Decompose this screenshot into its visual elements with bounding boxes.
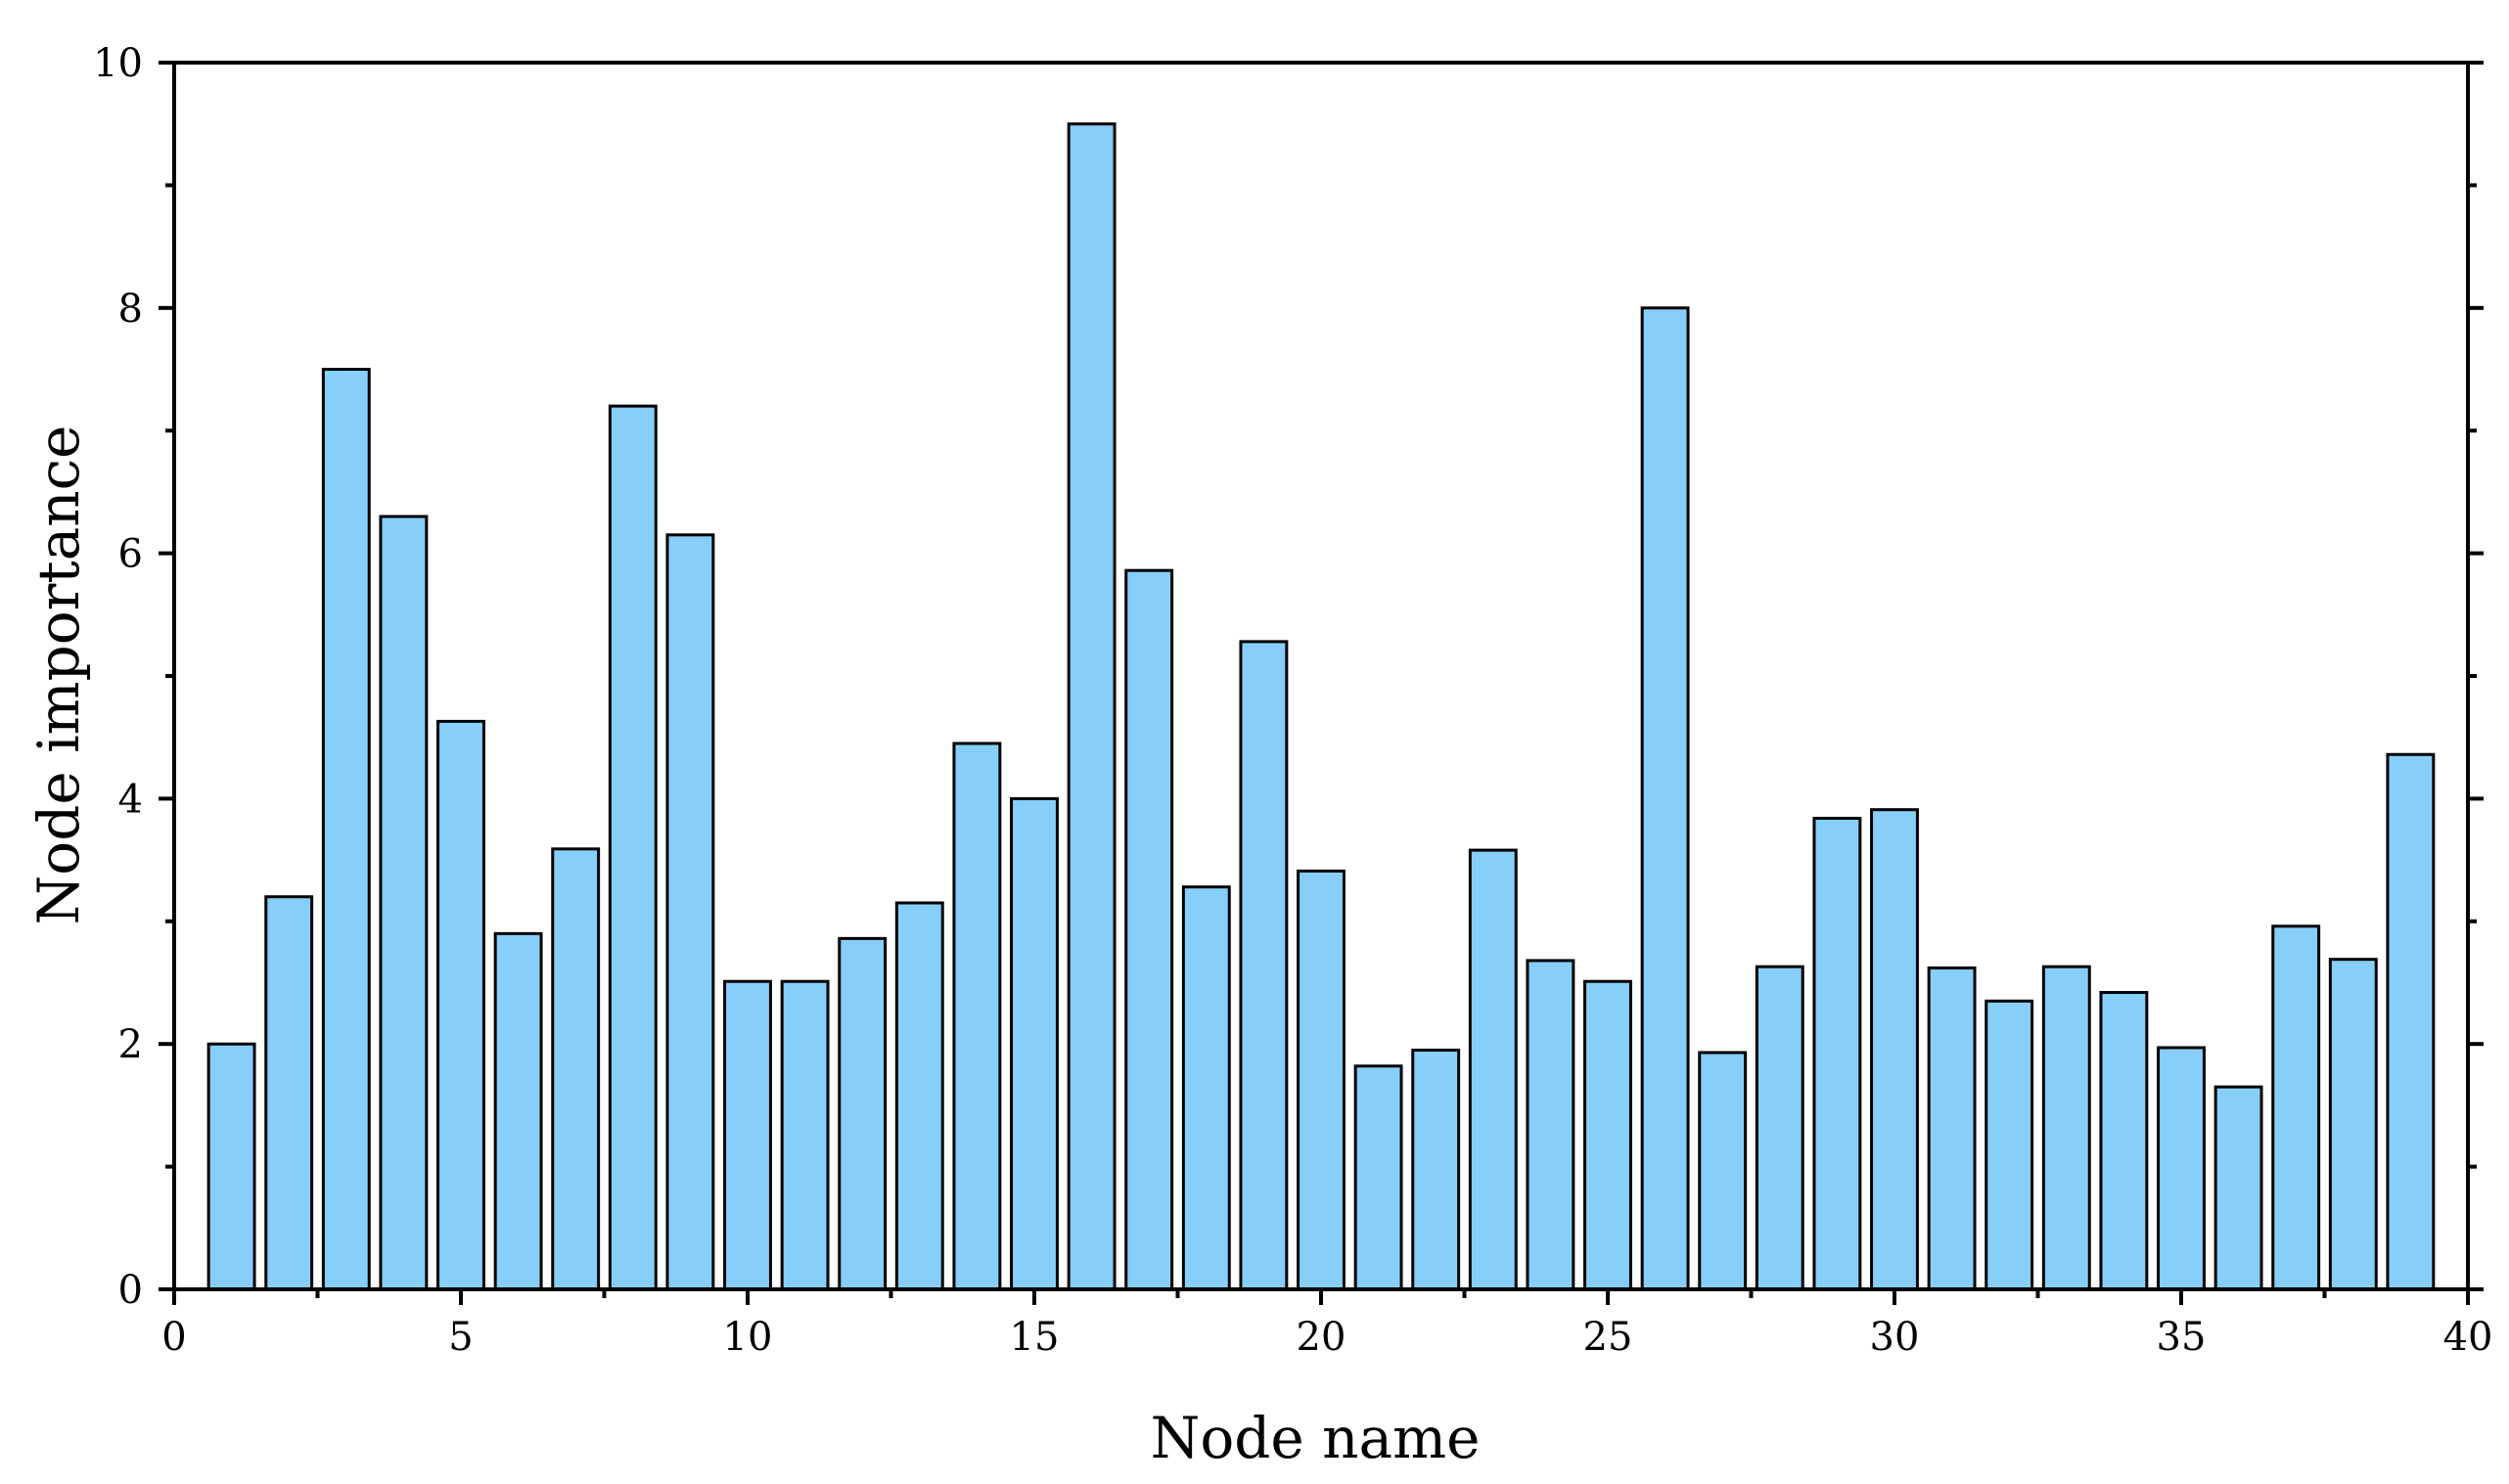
bar-37 bbox=[2271, 924, 2321, 1291]
ticks-group: 0 5 10 15 20 25 30 35 40 0 2 4 6 8 10 bbox=[93, 41, 2492, 1360]
bar-22 bbox=[1411, 1048, 1461, 1291]
bar-6 bbox=[493, 931, 543, 1291]
y-tick-label: 10 bbox=[93, 41, 143, 86]
y-tick-label: 0 bbox=[118, 1268, 143, 1313]
bar-17 bbox=[1124, 568, 1174, 1291]
bar-28 bbox=[1755, 965, 1804, 1291]
x-tick-label: 40 bbox=[2443, 1315, 2493, 1360]
x-tick-label: 5 bbox=[448, 1315, 473, 1360]
bar-20 bbox=[1297, 869, 1346, 1291]
x-axis-title: Node name bbox=[1151, 1405, 1481, 1471]
bar-5 bbox=[436, 719, 485, 1291]
y-axis-title: Node importance bbox=[25, 426, 92, 925]
bar-1 bbox=[206, 1042, 256, 1291]
bar-10 bbox=[723, 979, 772, 1291]
bar-35 bbox=[2157, 1046, 2206, 1291]
x-tick-label: 10 bbox=[723, 1315, 773, 1360]
x-tick-label: 25 bbox=[1583, 1315, 1633, 1360]
x-tick-label: 0 bbox=[161, 1315, 186, 1360]
bar-3 bbox=[321, 368, 371, 1291]
bar-19 bbox=[1239, 640, 1289, 1291]
bar-15 bbox=[1010, 796, 1059, 1291]
bar-36 bbox=[2213, 1085, 2263, 1291]
bars-group bbox=[206, 122, 2436, 1291]
bar-23 bbox=[1468, 848, 1518, 1291]
bar-14 bbox=[952, 742, 1002, 1291]
x-tick-label: 35 bbox=[2157, 1315, 2207, 1360]
bar-2 bbox=[264, 895, 314, 1291]
x-tick-label: 20 bbox=[1297, 1315, 1346, 1360]
bar-4 bbox=[379, 515, 429, 1291]
bar-27 bbox=[1698, 1051, 1748, 1291]
bar-39 bbox=[2386, 752, 2436, 1291]
bar-12 bbox=[838, 936, 888, 1291]
bar-16 bbox=[1067, 122, 1117, 1291]
bar-31 bbox=[1927, 966, 1977, 1291]
bar-11 bbox=[780, 979, 830, 1291]
bar-26 bbox=[1640, 306, 1690, 1291]
y-tick-label: 4 bbox=[118, 777, 143, 822]
bar-21 bbox=[1353, 1064, 1403, 1291]
bar-38 bbox=[2328, 958, 2378, 1291]
bar-32 bbox=[1984, 999, 2034, 1291]
y-tick-label: 8 bbox=[118, 287, 143, 332]
bar-30 bbox=[1870, 808, 1919, 1291]
bar-8 bbox=[608, 404, 658, 1291]
bar-29 bbox=[1812, 816, 1862, 1291]
bar-34 bbox=[2099, 991, 2149, 1291]
bar-13 bbox=[894, 901, 944, 1291]
y-tick-label: 6 bbox=[118, 532, 143, 577]
bar-24 bbox=[1526, 959, 1575, 1291]
bar-9 bbox=[665, 533, 715, 1291]
bar-7 bbox=[551, 847, 601, 1291]
x-tick-label: 30 bbox=[1870, 1315, 1920, 1360]
bar-33 bbox=[2041, 965, 2091, 1291]
bar-18 bbox=[1181, 885, 1231, 1291]
y-tick-label: 2 bbox=[118, 1022, 143, 1067]
x-tick-label: 15 bbox=[1010, 1315, 1060, 1360]
bar-25 bbox=[1583, 979, 1632, 1291]
